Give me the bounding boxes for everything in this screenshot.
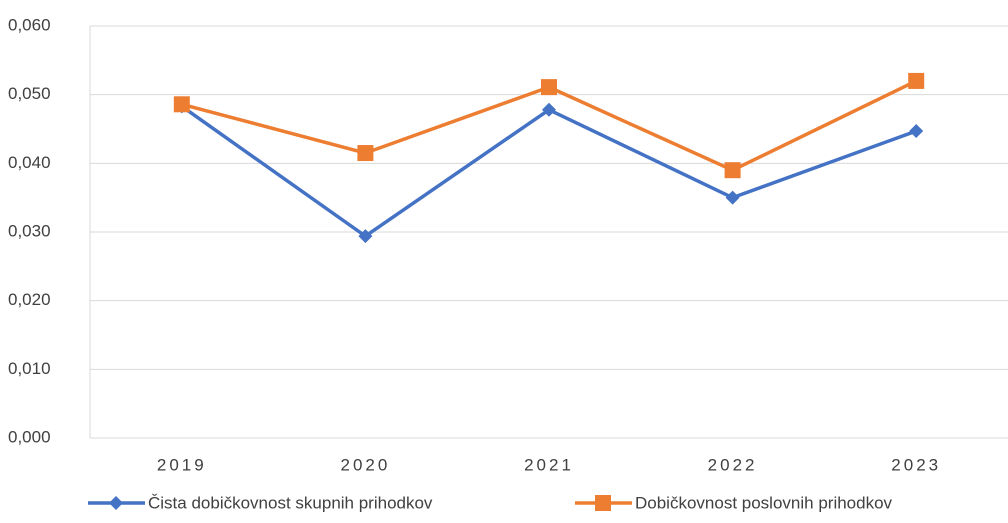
legend-label: Dobičkovnost poslovnih prihodkov <box>635 493 893 512</box>
data-point <box>542 102 556 117</box>
y-tick-label: 0,050 <box>8 84 51 103</box>
data-point <box>358 229 373 244</box>
y-tick-label: 0,060 <box>8 15 51 34</box>
x-tick-label: 2020 <box>340 455 390 474</box>
data-point <box>724 162 741 179</box>
y-tick-label: 0,040 <box>8 153 51 172</box>
x-tick-label: 2019 <box>157 455 207 474</box>
data-point <box>357 145 374 162</box>
data-point <box>725 190 740 205</box>
x-tick-label: 2021 <box>524 455 574 474</box>
series-line <box>180 104 917 238</box>
y-tick-label: 0,010 <box>8 359 51 378</box>
data-point <box>909 124 924 139</box>
y-tick-label: 0,030 <box>8 221 51 240</box>
y-tick-label: 0,020 <box>8 290 51 309</box>
x-tick-label: 2022 <box>708 455 758 474</box>
data-point <box>173 96 190 113</box>
y-tick-label: 0,000 <box>8 427 51 446</box>
legend-marker <box>109 496 123 510</box>
legend-label: Čista dobičkovnost skupnih prihodkov <box>148 493 433 512</box>
x-tick-label: 2023 <box>891 455 941 474</box>
legend-marker <box>595 495 611 511</box>
data-point <box>908 72 925 89</box>
data-point <box>541 79 557 96</box>
